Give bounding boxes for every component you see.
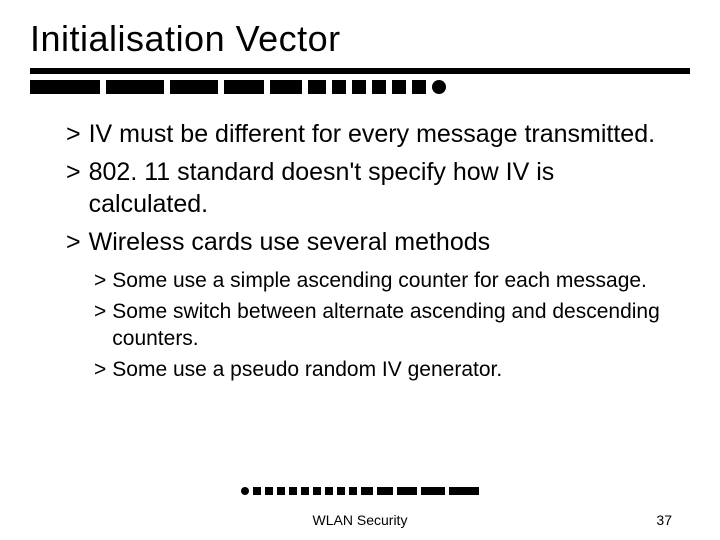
decor-bar [325,487,333,495]
title-underline [30,68,690,74]
decor-bar [106,80,164,94]
bullet-marker: > [94,268,112,295]
slide-title: Initialisation Vector [30,18,690,60]
bullet-marker: > [66,118,89,150]
bullet-item: > Wireless cards use several methods [66,226,678,258]
decor-bar [289,487,297,495]
decor-bar [337,487,345,495]
bullet-item: > IV must be different for every message… [66,118,678,150]
bullet-marker: > [66,156,89,220]
sub-bullet-text: Some use a pseudo random IV generator. [112,357,678,384]
sub-bullets: > Some use a simple ascending counter fo… [66,264,678,384]
bullet-marker: > [94,357,112,384]
bullet-text: 802. 11 standard doesn't specify how IV … [89,156,678,220]
footer-text: WLAN Security [0,512,720,528]
decor-bar [332,80,346,94]
decor-bar [349,487,357,495]
sub-bullet-item: > Some use a pseudo random IV generator. [94,357,678,384]
decor-dot [241,487,249,495]
bullet-marker: > [94,299,112,353]
decor-bar [421,487,445,495]
decor-bar [352,80,366,94]
decor-bar [372,80,386,94]
decor-bar [170,80,218,94]
decor-bar [392,80,406,94]
bullet-text: Wireless cards use several methods [89,226,678,258]
bullet-text: IV must be different for every message t… [89,118,678,150]
slide-content: > IV must be different for every message… [30,110,690,384]
decor-bar [313,487,321,495]
bullet-marker: > [66,226,89,258]
decor-bar [377,487,393,495]
decor-bar [277,487,285,495]
decor-bar [265,487,273,495]
decor-dot [432,80,446,94]
page-number: 37 [656,512,672,528]
decor-bar [301,487,309,495]
decor-bar [224,80,264,94]
sub-bullet-text: Some use a simple ascending counter for … [112,268,678,295]
decor-bars-top [30,78,690,96]
decor-bar [361,487,373,495]
decor-bar [308,80,326,94]
decor-bar [270,80,302,94]
sub-bullet-item: > Some use a simple ascending counter fo… [94,268,678,295]
bullet-item: > 802. 11 standard doesn't specify how I… [66,156,678,220]
sub-bullet-text: Some switch between alternate ascending … [112,299,678,353]
decor-bars-bottom [0,486,720,496]
slide: Initialisation Vector > IV must be diffe… [0,0,720,540]
decor-bar [449,487,479,495]
decor-bar [397,487,417,495]
decor-bar [412,80,426,94]
decor-bar [253,487,261,495]
decor-bar [30,80,100,94]
sub-bullet-item: > Some switch between alternate ascendin… [94,299,678,353]
